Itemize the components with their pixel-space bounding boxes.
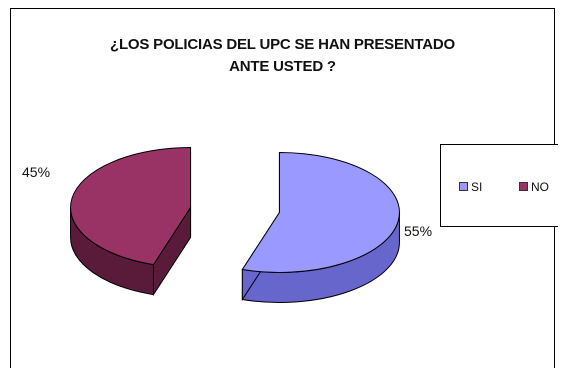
pie-slice-no-top <box>70 147 192 266</box>
chart-title-line-1: ¿LOS POLICIAS DEL UPC SE HAN PRESENTADO <box>109 36 455 53</box>
legend-swatch-si <box>459 182 468 191</box>
legend-item-no: NO <box>519 180 549 194</box>
data-label-si: 55% <box>404 223 433 239</box>
pie-slice-si <box>241 151 400 303</box>
legend-item-si: SI <box>459 180 482 194</box>
chart-title-line-2: ANTE USTED ? <box>229 58 336 75</box>
legend-label-no: NO <box>531 180 549 194</box>
legend: SI NO <box>440 144 558 227</box>
pie-slice-si-top <box>241 151 400 273</box>
legend-label-si: SI <box>471 180 483 194</box>
pie-slice-no <box>70 147 192 297</box>
data-label-no: 45% <box>22 164 51 180</box>
legend-swatch-no <box>519 182 528 191</box>
